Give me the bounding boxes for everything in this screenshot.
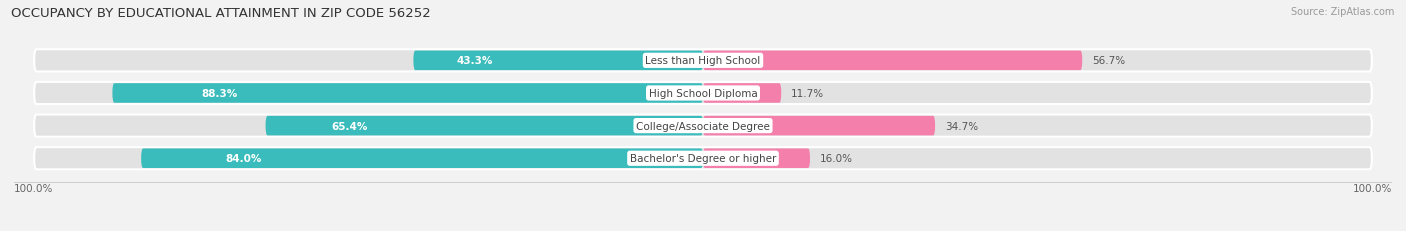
FancyBboxPatch shape xyxy=(703,84,782,103)
Text: 11.7%: 11.7% xyxy=(792,89,824,99)
Text: 88.3%: 88.3% xyxy=(201,89,238,99)
FancyBboxPatch shape xyxy=(34,115,1372,137)
Text: 16.0%: 16.0% xyxy=(820,154,853,164)
FancyBboxPatch shape xyxy=(141,149,703,168)
FancyBboxPatch shape xyxy=(413,51,703,71)
Text: 34.7%: 34.7% xyxy=(945,121,979,131)
Text: College/Associate Degree: College/Associate Degree xyxy=(636,121,770,131)
Text: 84.0%: 84.0% xyxy=(225,154,262,164)
FancyBboxPatch shape xyxy=(266,116,703,136)
Text: 43.3%: 43.3% xyxy=(457,56,494,66)
Text: Less than High School: Less than High School xyxy=(645,56,761,66)
FancyBboxPatch shape xyxy=(34,50,1372,72)
FancyBboxPatch shape xyxy=(112,84,703,103)
Text: High School Diploma: High School Diploma xyxy=(648,89,758,99)
FancyBboxPatch shape xyxy=(703,51,1083,71)
Text: 65.4%: 65.4% xyxy=(332,121,367,131)
Text: 100.0%: 100.0% xyxy=(14,183,53,193)
FancyBboxPatch shape xyxy=(34,148,1372,170)
Text: OCCUPANCY BY EDUCATIONAL ATTAINMENT IN ZIP CODE 56252: OCCUPANCY BY EDUCATIONAL ATTAINMENT IN Z… xyxy=(11,7,432,20)
Text: Source: ZipAtlas.com: Source: ZipAtlas.com xyxy=(1291,7,1395,17)
FancyBboxPatch shape xyxy=(34,82,1372,105)
FancyBboxPatch shape xyxy=(703,149,810,168)
FancyBboxPatch shape xyxy=(703,116,935,136)
Text: Bachelor's Degree or higher: Bachelor's Degree or higher xyxy=(630,154,776,164)
Text: 56.7%: 56.7% xyxy=(1092,56,1125,66)
Text: 100.0%: 100.0% xyxy=(1353,183,1392,193)
